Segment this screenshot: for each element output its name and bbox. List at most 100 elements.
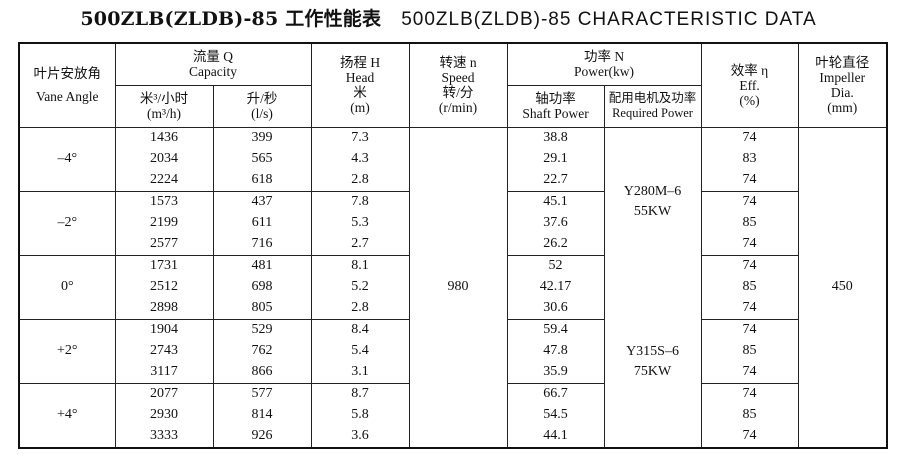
shaft-power-cell: 45.1 [506,190,605,213]
table-row: 2512 698 5.2 42.17 Y315S–6 75KW 85 [19,276,887,448]
header-eff: 效率 η Eff. (%) [700,42,799,128]
motor-power: 75KW [633,363,672,379]
capacity-ls-cell: 565 [212,148,312,170]
head-cell: 2.8 [310,169,410,191]
capacity-ls-cell: 866 [212,361,312,383]
capacity-m3h-cell: 1731 [114,254,214,277]
capacity-ls-cell: 618 [212,169,312,191]
capacity-m3h-cell: 2512 [114,276,214,298]
table-row: +2° 1904 529 8.4 59.4 74 [18,318,887,383]
capacity-ls-cell: 716 [212,233,312,255]
capacity-ls-cell: 762 [212,340,312,362]
capacity-m3h-cell: 3117 [114,361,214,383]
capacity-m3h-cell: 2224 [114,169,214,191]
header-head: 扬程 H Head 米 (m) [310,42,410,128]
head-cell: 8.7 [310,382,410,405]
title-en: 500ZLB(ZLDB)-85 CHARACTERISTIC DATA [401,9,817,30]
shaft-power-cell: 42.17 [506,276,605,298]
motor-cell: Y280M–6 55KW [603,127,702,277]
head-cell: 2.8 [310,297,410,319]
table-row: 3333 926 3.6 44.1 74 [19,425,887,448]
capacity-m3h-cell: 2743 [114,340,214,362]
head-cell: 7.3 [310,127,410,149]
capacity-ls-cell: 529 [212,318,312,341]
header-shaft-power: 轴功率 Shaft Power [506,84,605,128]
capacity-ls-cell: 577 [212,382,312,405]
table-row: 2743 762 5.4 47.8 85 [19,340,887,362]
vane-angle-cell: –2° [18,190,116,255]
table-row: –2° 1573 437 7.8 45.1 74 [18,190,887,255]
capacity-m3h-cell: 2577 [114,233,214,255]
header-capacity: 流量 Q Capacity [114,42,312,86]
table-row: 0° 1731 481 8.1 52 74 [18,254,887,319]
head-cell: 4.3 [310,148,410,170]
table-row: 2577 716 2.7 26.2 74 [19,233,887,255]
capacity-m3h-cell: 3333 [114,425,214,448]
shaft-power-cell: 59.4 [506,318,605,341]
shaft-power-cell: 29.1 [506,148,605,170]
page-title: 500ZLB(ZLDB)-85 工作性能表 500ZLB(ZLDB)-85 CHA… [0,4,897,31]
capacity-ls-cell: 814 [212,404,312,426]
head-cell: 3.6 [310,425,410,448]
table-row: 2224 618 2.8 22.7 74 [19,169,887,191]
head-cell: 5.2 [310,276,410,298]
header-power: 功率 N Power(kw) [506,42,702,86]
head-cell: 3.1 [310,361,410,383]
eff-cell: 85 [700,276,799,298]
shaft-power-cell: 52 [506,254,605,277]
head-cell: 2.7 [310,233,410,255]
capacity-m3h-cell: 2199 [114,212,214,234]
header-capacity-m3h: 米³/小时 (m³/h) [114,84,214,128]
table-row: 2034 565 4.3 29.1 83 [19,148,887,170]
table-body: 叶片安放角 Vane Angle 流量 Q Capacity 扬程 H Head 米 (m… [18,42,889,448]
shaft-power-cell: 35.9 [506,361,605,383]
impeller-cell: 450 [797,127,889,448]
eff-cell: 74 [700,169,799,191]
shaft-power-cell: 47.8 [506,340,605,362]
capacity-ls-cell: 926 [212,425,312,448]
motor-power: 55KW [633,204,672,219]
vane-angle-cell: –4° [18,127,116,191]
capacity-m3h-cell: 2077 [114,382,214,405]
eff-cell: 74 [700,425,799,448]
capacity-m3h-cell: 2034 [114,148,214,170]
shaft-power-cell: 38.8 [506,127,605,149]
head-cell: 5.4 [310,340,410,362]
table-row: –4° 1436 399 7.3 980 38.8 Y280M–6 55KW 74 450 [18,127,889,448]
head-cell: 7.8 [310,190,410,213]
capacity-m3h-cell: 2930 [114,404,214,426]
head-cell: 5.8 [310,404,410,426]
capacity-m3h-cell: 1436 [114,127,214,149]
title-cn: 500ZLB(ZLDB)-85 工作性能表 [80,8,382,30]
shaft-power-cell: 26.2 [506,233,605,255]
motor-model: Y315S–6 [626,343,679,359]
eff-cell: 74 [700,127,799,149]
eff-cell: 83 [700,148,799,170]
capacity-ls-cell: 481 [212,254,312,277]
eff-cell: 74 [700,297,799,319]
eff-cell: 85 [700,404,799,426]
speed-cell: 980 [408,127,508,448]
shaft-power-cell: 30.6 [506,297,605,319]
header-vane-angle: 叶片安放角 Vane Angle [18,42,116,128]
eff-cell: 74 [700,254,799,277]
capacity-m3h-cell: 2898 [114,297,214,319]
motor-model: Y280M–6 [623,184,682,199]
shaft-power-cell: 22.7 [506,169,605,191]
capacity-m3h-cell: 1904 [114,318,214,341]
eff-cell: 85 [700,340,799,362]
shaft-power-cell: 54.5 [506,404,605,426]
header-capacity-ls: 升/秒 (l/s) [212,84,312,128]
header-impeller: 叶轮直径 Impeller Dia. (mm) [797,42,889,128]
table-row: 2199 611 5.3 37.6 85 [19,212,887,234]
capacity-ls-cell: 698 [212,276,312,298]
shaft-power-cell: 66.7 [506,382,605,405]
capacity-ls-cell: 437 [212,190,312,213]
capacity-ls-cell: 399 [212,127,312,149]
shaft-power-cell: 37.6 [506,212,605,234]
table-row: 2898 805 2.8 30.6 74 [19,297,887,319]
head-cell: 8.4 [310,318,410,341]
capacity-ls-cell: 805 [212,297,312,319]
eff-cell: 85 [700,212,799,234]
header-motor: 配用电机及功率 Required Power [603,84,702,128]
